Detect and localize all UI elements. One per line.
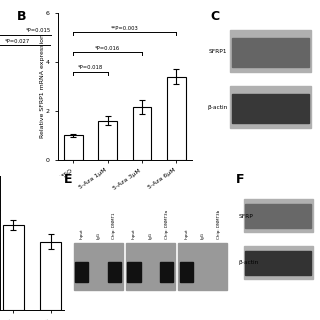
Text: *P=0.016: *P=0.016 <box>95 46 120 51</box>
Text: IgG: IgG <box>148 232 152 239</box>
Text: Chip: DNMT3b: Chip: DNMT3b <box>217 210 221 239</box>
Text: SFRP1: SFRP1 <box>209 49 228 53</box>
Text: Input: Input <box>80 228 84 239</box>
Bar <box>245 251 311 276</box>
Bar <box>167 76 186 160</box>
Bar <box>132 107 151 160</box>
Bar <box>244 199 313 232</box>
Bar <box>160 262 173 282</box>
Text: *P=0.018: *P=0.018 <box>78 66 103 70</box>
Y-axis label: Relative SFRP1 mRNA expression: Relative SFRP1 mRNA expression <box>40 34 44 138</box>
Bar <box>245 204 311 228</box>
Bar <box>64 135 83 160</box>
Text: β-actin: β-actin <box>207 105 228 109</box>
Text: Input: Input <box>132 228 136 239</box>
Bar <box>74 243 123 290</box>
FancyBboxPatch shape <box>230 30 311 72</box>
Bar <box>244 246 313 279</box>
FancyBboxPatch shape <box>232 38 309 67</box>
Bar <box>178 243 227 290</box>
FancyBboxPatch shape <box>230 86 311 128</box>
FancyBboxPatch shape <box>232 94 309 123</box>
Text: C: C <box>210 10 219 23</box>
Text: **P=0.003: **P=0.003 <box>111 26 139 31</box>
Text: Chip: DNMT3a: Chip: DNMT3a <box>165 210 169 239</box>
Bar <box>180 262 193 282</box>
Bar <box>127 262 140 282</box>
Text: *P=0.027: *P=0.027 <box>5 39 30 44</box>
Text: *P=0.015: *P=0.015 <box>26 28 51 33</box>
Bar <box>75 262 88 282</box>
Text: Chip: DNMT1: Chip: DNMT1 <box>113 213 116 239</box>
Bar <box>108 262 121 282</box>
Text: B: B <box>17 10 27 23</box>
Bar <box>3 225 24 310</box>
Text: β-actin: β-actin <box>238 260 259 265</box>
Text: IgG: IgG <box>201 232 205 239</box>
Bar <box>98 121 117 160</box>
Text: E: E <box>64 173 73 186</box>
Bar <box>126 243 175 290</box>
Text: Input: Input <box>184 228 188 239</box>
Bar <box>40 242 61 310</box>
Text: F: F <box>236 173 245 186</box>
Text: SFRP: SFRP <box>238 214 253 219</box>
Text: IgG: IgG <box>96 232 100 239</box>
